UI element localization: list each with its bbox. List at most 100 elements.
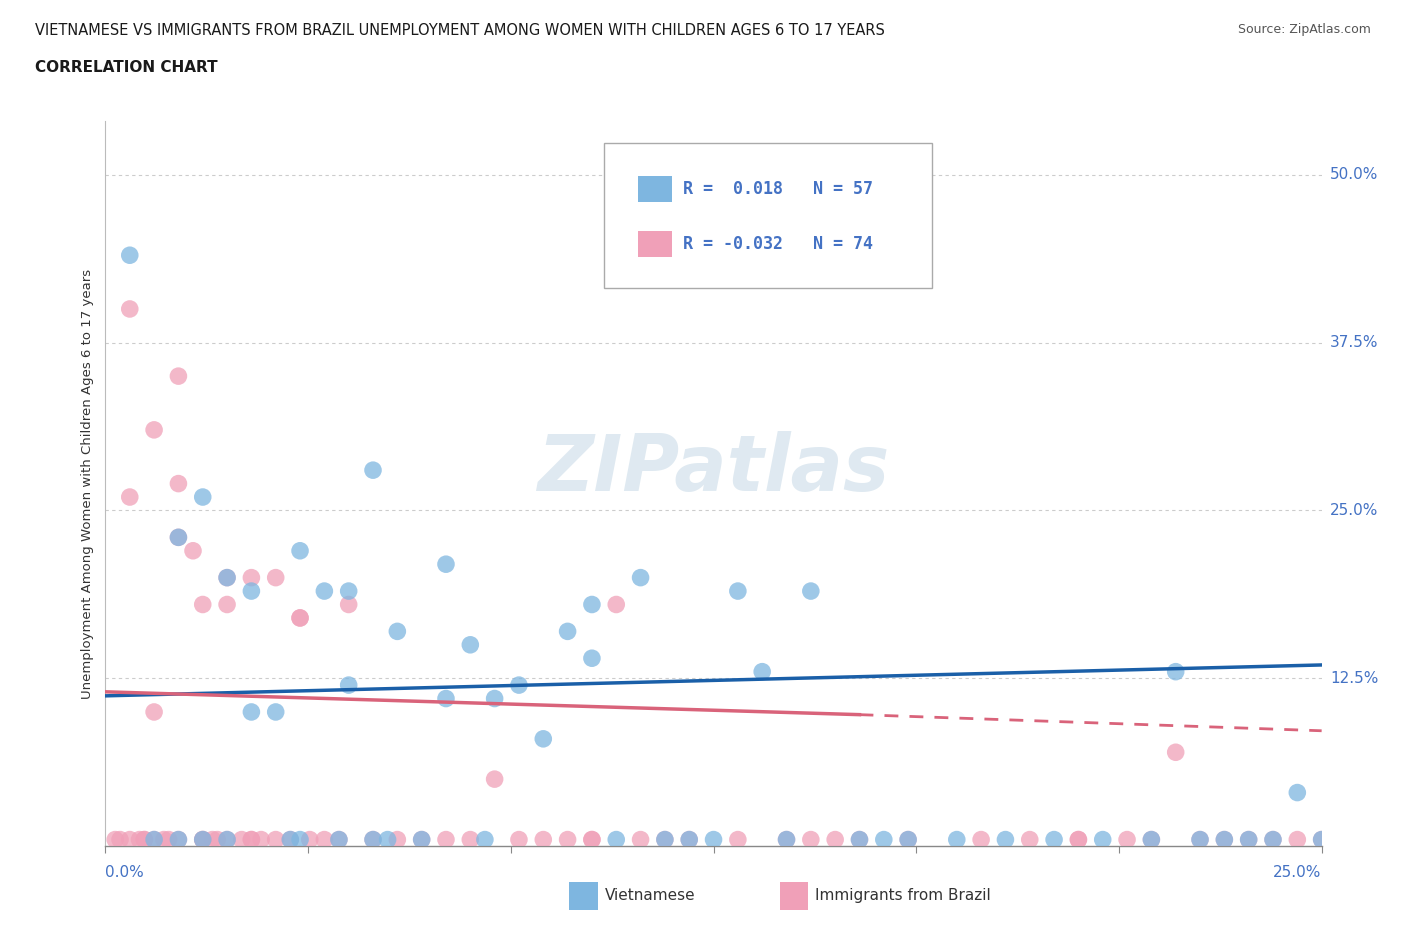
Point <box>531 731 554 746</box>
Point <box>217 570 239 585</box>
Text: Vietnamese: Vietnamese <box>605 888 695 903</box>
Point <box>605 832 627 847</box>
Point <box>1310 832 1333 847</box>
Text: 37.5%: 37.5% <box>1330 335 1378 350</box>
Point <box>484 691 506 706</box>
Point <box>1140 832 1163 847</box>
Point <box>508 678 530 693</box>
Point <box>848 832 870 847</box>
Point <box>128 832 150 847</box>
Point <box>1116 832 1139 847</box>
Point <box>474 832 496 847</box>
Point <box>1164 745 1187 760</box>
Point <box>751 664 773 679</box>
Point <box>411 832 433 847</box>
Point <box>387 832 409 847</box>
Text: CORRELATION CHART: CORRELATION CHART <box>35 60 218 75</box>
Y-axis label: Unemployment Among Women with Children Ages 6 to 17 years: Unemployment Among Women with Children A… <box>82 269 94 698</box>
Point <box>654 832 676 847</box>
Point <box>181 543 204 558</box>
Point <box>581 832 603 847</box>
Point <box>143 422 166 437</box>
Point <box>264 832 287 847</box>
Point <box>167 368 190 383</box>
Text: R = -0.032   N = 74: R = -0.032 N = 74 <box>683 234 873 253</box>
Point <box>1286 832 1309 847</box>
Point <box>1310 832 1333 847</box>
Point <box>800 832 823 847</box>
Point <box>167 832 190 847</box>
Point <box>557 624 579 639</box>
Text: Immigrants from Brazil: Immigrants from Brazil <box>815 888 991 903</box>
Point <box>484 772 506 787</box>
Point <box>191 832 214 847</box>
Point <box>775 832 797 847</box>
Point <box>678 832 700 847</box>
FancyBboxPatch shape <box>605 142 932 287</box>
Point <box>217 597 239 612</box>
Point <box>361 832 384 847</box>
Text: ZIPatlas: ZIPatlas <box>537 432 890 507</box>
Point <box>250 832 273 847</box>
Point <box>1189 832 1212 847</box>
Point <box>118 489 141 504</box>
Point <box>201 832 224 847</box>
Point <box>288 610 311 625</box>
Point <box>134 832 156 847</box>
Point <box>1261 832 1284 847</box>
Point <box>361 463 384 478</box>
Point <box>458 832 481 847</box>
Point <box>143 832 166 847</box>
Point <box>240 832 263 847</box>
Point <box>278 832 301 847</box>
Point <box>1286 785 1309 800</box>
Point <box>240 705 263 720</box>
Text: 25.0%: 25.0% <box>1330 503 1378 518</box>
Point <box>337 584 360 599</box>
Point <box>108 832 131 847</box>
Point <box>1164 664 1187 679</box>
Point <box>1237 832 1260 847</box>
Point <box>191 597 214 612</box>
Point <box>897 832 920 847</box>
Point <box>207 832 229 847</box>
Point <box>143 705 166 720</box>
Point <box>288 610 311 625</box>
Point <box>240 584 263 599</box>
Point <box>217 570 239 585</box>
Point <box>157 832 180 847</box>
Point <box>377 832 399 847</box>
FancyBboxPatch shape <box>780 882 808 910</box>
Point <box>945 832 967 847</box>
Point <box>298 832 321 847</box>
Point <box>143 832 166 847</box>
Point <box>153 832 176 847</box>
Point <box>702 832 725 847</box>
Point <box>1043 832 1066 847</box>
Point <box>1213 832 1236 847</box>
Point <box>605 597 627 612</box>
Point <box>970 832 993 847</box>
Point <box>328 832 350 847</box>
Point <box>1067 832 1090 847</box>
Point <box>118 301 141 316</box>
FancyBboxPatch shape <box>638 176 672 202</box>
Point <box>1189 832 1212 847</box>
Point <box>167 530 190 545</box>
Point <box>994 832 1017 847</box>
Point <box>897 832 920 847</box>
Point <box>411 832 433 847</box>
Point <box>800 584 823 599</box>
Point <box>508 832 530 847</box>
Point <box>654 832 676 847</box>
Point <box>434 557 457 572</box>
Point <box>314 832 336 847</box>
Point <box>1261 832 1284 847</box>
Point <box>848 832 870 847</box>
Text: 25.0%: 25.0% <box>1274 865 1322 880</box>
Point <box>118 832 141 847</box>
Point <box>167 832 190 847</box>
Point <box>240 832 263 847</box>
Point <box>1018 832 1040 847</box>
Point <box>630 832 652 847</box>
